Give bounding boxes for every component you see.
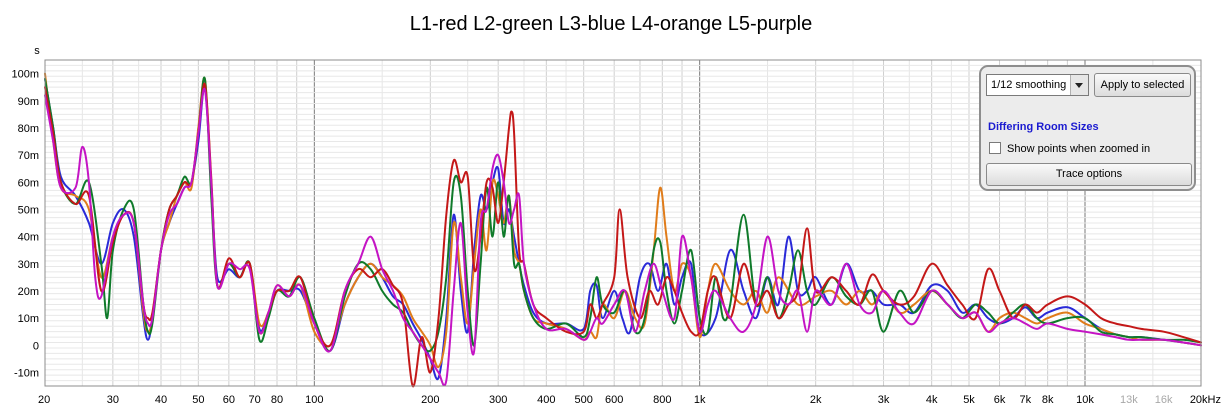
y-tick-label: 80m [18,123,39,135]
x-tick-label: 400 [537,394,555,406]
apply-to-selected-button[interactable]: Apply to selected [1094,73,1191,97]
x-tick-label: 70 [249,394,261,406]
room-sizes-label: Differing Room Sizes [988,121,1099,133]
x-tick-label: 80 [271,394,283,406]
x-tick-label: 13k [1120,394,1138,406]
x-tick-label: 6k [994,394,1006,406]
chevron-down-icon[interactable] [1070,75,1088,95]
smoothing-select[interactable]: 1/12 smoothing [986,74,1089,96]
x-tick-label: 800 [653,394,671,406]
smoothing-value: 1/12 smoothing [991,79,1067,91]
x-tick-label: 40 [155,394,167,406]
x-tick-label: 7k [1020,394,1032,406]
x-tick-label: 1k [694,394,706,406]
show-points-label: Show points when zoomed in [1007,143,1151,155]
x-axis-ticks: 20 30 40 50 60 70 80 100 200 300 400 500 600 800 1k 2k 3… [38,394,1221,406]
y-axis-ticks: 100m 90m 80m 70m 60m 50m 40m 30m 20m 10m 0 -10m [11,69,39,380]
series-layer [44,72,1202,388]
x-tick-label: 16k [1155,394,1173,406]
y-tick-label: 50m [18,204,39,216]
plot-border [44,59,1202,387]
x-tick-label: 300 [489,394,507,406]
series-line-5 [44,87,1202,387]
y-tick-label: 20m [18,286,39,298]
x-tick-label: 8k [1042,394,1054,406]
y-tick-label: 100m [11,69,39,81]
x-tick-label: 600 [605,394,623,406]
x-tick-label: 30 [107,394,119,406]
show-points-checkbox[interactable] [989,142,1001,154]
x-tick-label: 5k [963,394,975,406]
control-panel: 1/12 smoothing Apply to selected Differi… [979,65,1196,191]
y-tick-label: 60m [18,177,39,189]
chart-title: L1-red L2-green L3-blue L4-orange L5-pur… [410,13,813,35]
x-tick-label: 3k [878,394,890,406]
x-tick-label: 4k [926,394,938,406]
y-tick-label: -10m [14,367,39,379]
y-tick-label: 30m [18,259,39,271]
trace-options-button[interactable]: Trace options [986,163,1192,186]
y-tick-label: 70m [18,150,39,162]
y-tick-label: 10m [18,313,39,325]
x-tick-label: 20 [38,394,50,406]
x-tick-label: 60 [223,394,235,406]
y-tick-label: 40m [18,232,39,244]
x-tick-label: 2k [810,394,822,406]
x-tick-label: 500 [574,394,592,406]
x-tick-label: 10k [1076,394,1094,406]
y-axis-unit: s [34,45,40,57]
x-tick-label: 100 [305,394,323,406]
x-tick-label: 200 [421,394,439,406]
x-tick-label: 50 [192,394,204,406]
y-tick-label: 90m [18,96,39,108]
y-tick-label: 0 [33,340,39,352]
x-tick-label: 20kHz [1190,394,1221,406]
